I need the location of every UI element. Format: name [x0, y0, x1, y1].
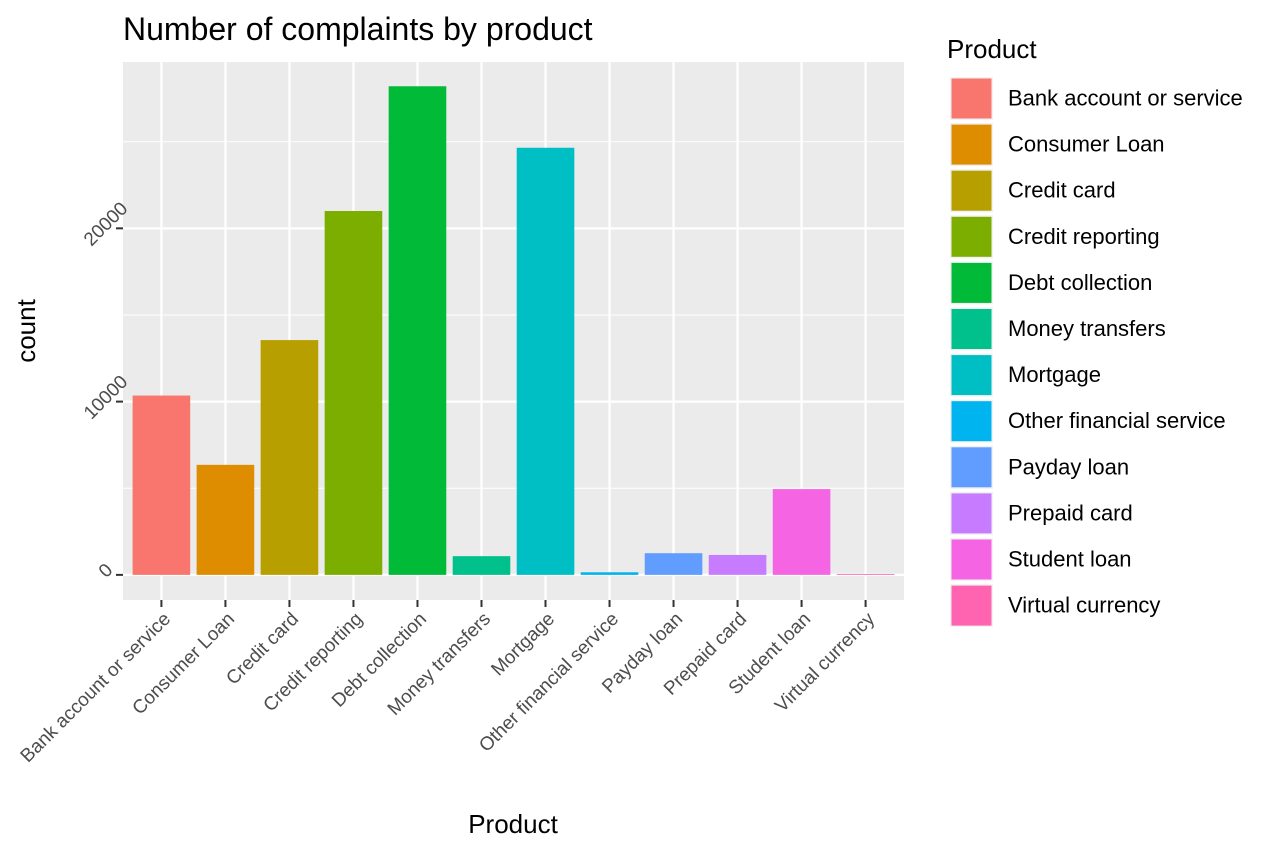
bar	[388, 86, 447, 575]
legend-label: Virtual currency	[1008, 593, 1160, 618]
legend-label: Prepaid card	[1008, 500, 1133, 525]
bar	[836, 574, 895, 575]
legend-label: Mortgage	[1008, 362, 1101, 387]
legend-key	[951, 401, 992, 442]
x-axis-label: Product	[468, 809, 558, 839]
legend-label: Other financial service	[1008, 408, 1226, 433]
legend-key	[951, 493, 992, 534]
legend-key	[951, 355, 992, 396]
legend-key	[951, 170, 992, 211]
legend-key	[951, 309, 992, 349]
bar	[452, 556, 511, 575]
chart-title: Number of complaints by product	[123, 11, 593, 47]
bar	[772, 489, 831, 575]
legend-label: Money transfers	[1008, 316, 1166, 341]
bar	[708, 554, 767, 575]
legend-label: Debt collection	[1008, 270, 1152, 295]
legend: Product Bank account or service Consumer …	[947, 34, 1243, 628]
legend-label: Payday loan	[1008, 454, 1129, 479]
bar	[580, 572, 639, 575]
bar	[644, 553, 703, 575]
legend-key	[951, 447, 992, 488]
legend-label: Credit reporting	[1008, 224, 1160, 249]
legend-label: Consumer Loan	[1008, 132, 1165, 157]
legend-label: Credit card	[1008, 178, 1116, 203]
y-axis-label: count	[11, 298, 41, 362]
legend-title: Product	[947, 34, 1037, 64]
bars	[132, 86, 895, 575]
bar	[132, 395, 191, 575]
legend-key	[951, 124, 992, 165]
bar	[260, 340, 319, 575]
bar	[324, 211, 383, 575]
legend-key	[951, 216, 992, 257]
legend-label: Bank account or service	[1008, 86, 1243, 111]
legend-key	[951, 78, 992, 119]
bar	[516, 147, 575, 575]
legend-key	[951, 539, 992, 580]
legend-label: Student loan	[1008, 547, 1132, 572]
bar	[196, 464, 255, 575]
legend-key	[951, 585, 992, 626]
legend-key	[951, 262, 992, 303]
